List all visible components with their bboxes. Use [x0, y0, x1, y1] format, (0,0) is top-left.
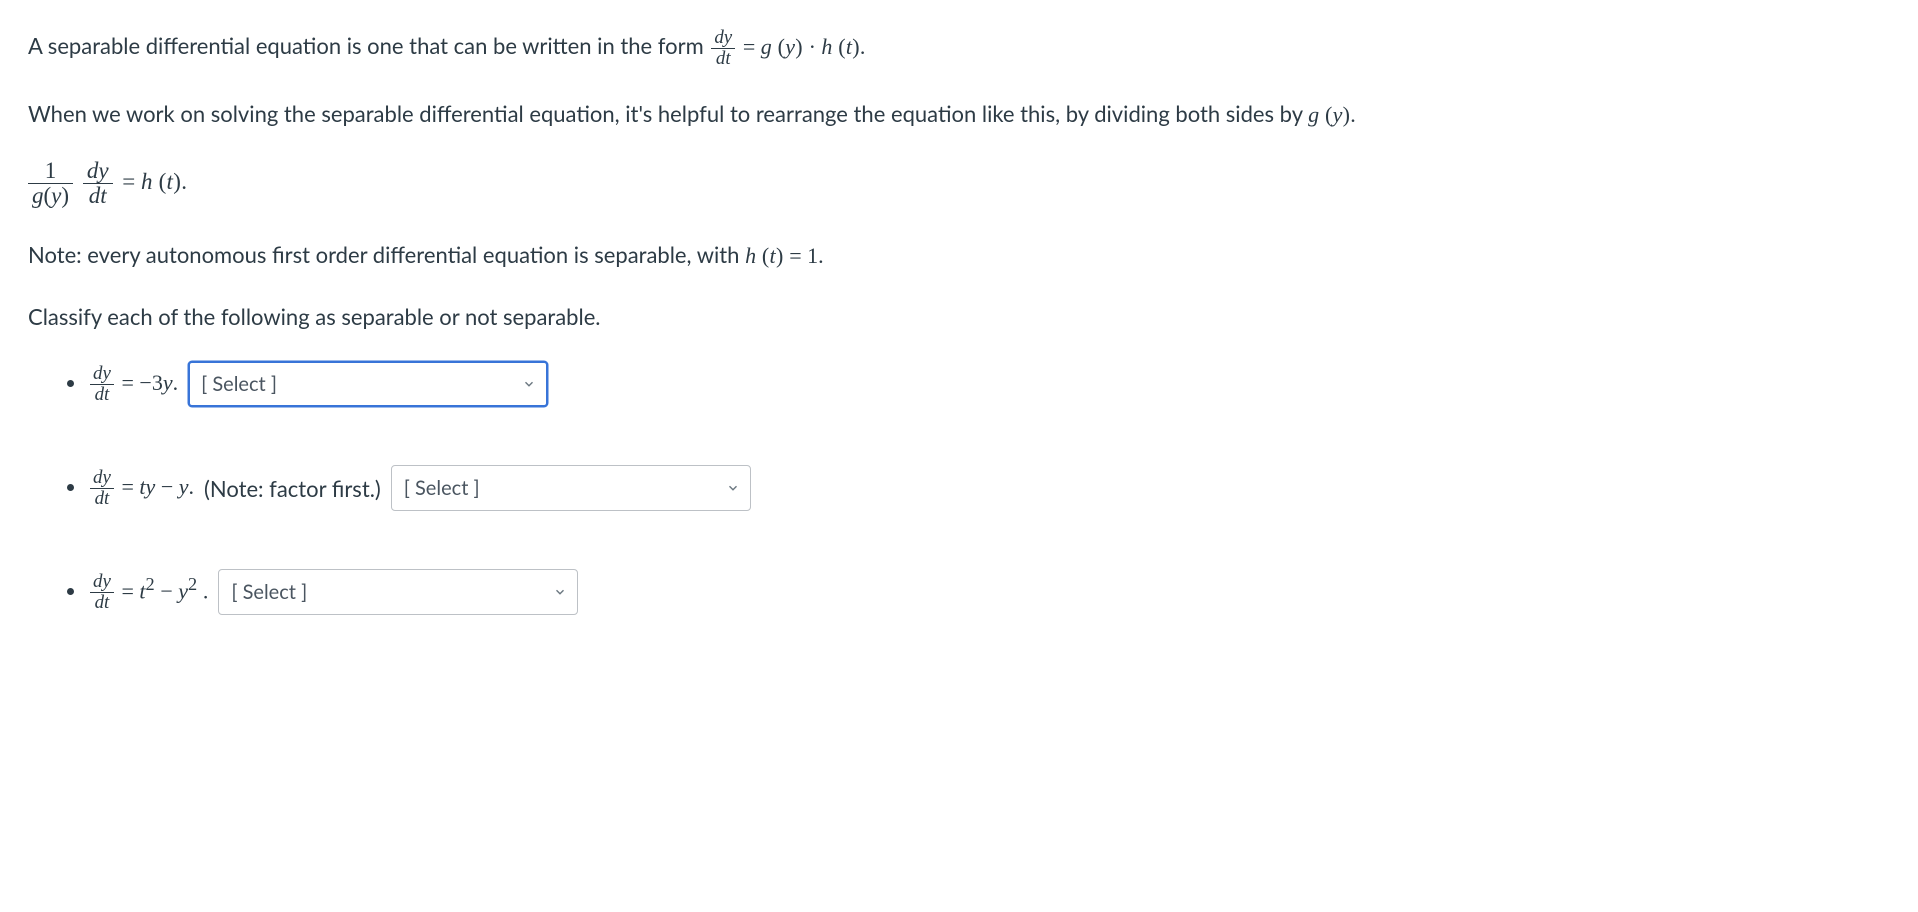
paren-y: (y) — [772, 34, 803, 59]
question-list: dy dt = −3y. [ Select ] dy — [28, 361, 1890, 615]
intro-equation-1: dy dt = g (y) · h (t). — [709, 32, 865, 59]
chevron-down-icon — [553, 585, 567, 599]
intro-paragraph-2: When we work on solving the separable di… — [28, 97, 1890, 131]
h-var: h — [821, 34, 832, 59]
rearranged-equation: 1 g(y) dy dt = h (t). — [28, 159, 1890, 208]
fraction-1-over-gy: 1 g(y) — [28, 159, 73, 208]
question-item-1: dy dt = −3y. [ Select ] — [88, 361, 1890, 407]
paren-t-2: (t). — [153, 169, 188, 194]
fraction-dy-dt-q3: dy dt — [90, 572, 114, 613]
g-var: g — [761, 34, 772, 59]
equation-1: dy dt = −3y. — [88, 364, 178, 405]
fraction-dy-dt: dy dt — [711, 28, 735, 69]
select-answer-2[interactable]: [ Select ] — [391, 465, 751, 511]
fraction-dy-dt-q1: dy dt — [90, 364, 114, 405]
cdot: · — [809, 34, 822, 59]
equation-3: dy dt = t2 − y2 . — [88, 571, 208, 613]
classify-instruction: Classify each of the following as separa… — [28, 300, 1890, 333]
paren-y-2: (y). — [1319, 102, 1356, 127]
chevron-down-icon — [726, 481, 740, 495]
chevron-down-icon — [522, 377, 536, 391]
equals-sign-2: = — [122, 169, 141, 194]
equation-2: dy dt = ty − y. — [88, 468, 194, 509]
g-var-2: g — [1308, 102, 1319, 127]
question-page: A separable differential equation is one… — [0, 0, 1918, 675]
select-placeholder-3: [ Select ] — [231, 577, 307, 607]
note-text-a: Note: every autonomous first order diffe… — [28, 241, 745, 268]
question-item-3: dy dt = t2 − y2 . [ Select ] — [88, 569, 1890, 615]
note-eq-1: = 1. — [789, 243, 823, 268]
select-placeholder-2: [ Select ] — [404, 473, 480, 503]
paren-t: (t). — [832, 34, 865, 59]
select-placeholder-1: [ Select ] — [201, 369, 277, 399]
intro-text-2a: When we work on solving the separable di… — [28, 100, 1308, 127]
select-answer-3[interactable]: [ Select ] — [218, 569, 578, 615]
equals-sign: = — [743, 34, 761, 59]
question-item-2: dy dt = ty − y. (Note: factor first.) [ … — [88, 465, 1890, 511]
intro-paragraph-1: A separable differential equation is one… — [28, 28, 1890, 69]
equation-2-note: (Note: factor first.) — [204, 472, 381, 505]
fraction-dy-dt-2: dy dt — [83, 159, 113, 208]
h-var-3: h — [745, 243, 756, 268]
paren-t-3: (t) — [756, 243, 784, 268]
intro-text-1a: A separable differential equation is one… — [28, 32, 709, 59]
fraction-dy-dt-q2: dy dt — [90, 468, 114, 509]
h-var-2: h — [141, 169, 153, 194]
select-answer-1[interactable]: [ Select ] — [188, 361, 548, 407]
note-paragraph: Note: every autonomous first order diffe… — [28, 238, 1890, 272]
